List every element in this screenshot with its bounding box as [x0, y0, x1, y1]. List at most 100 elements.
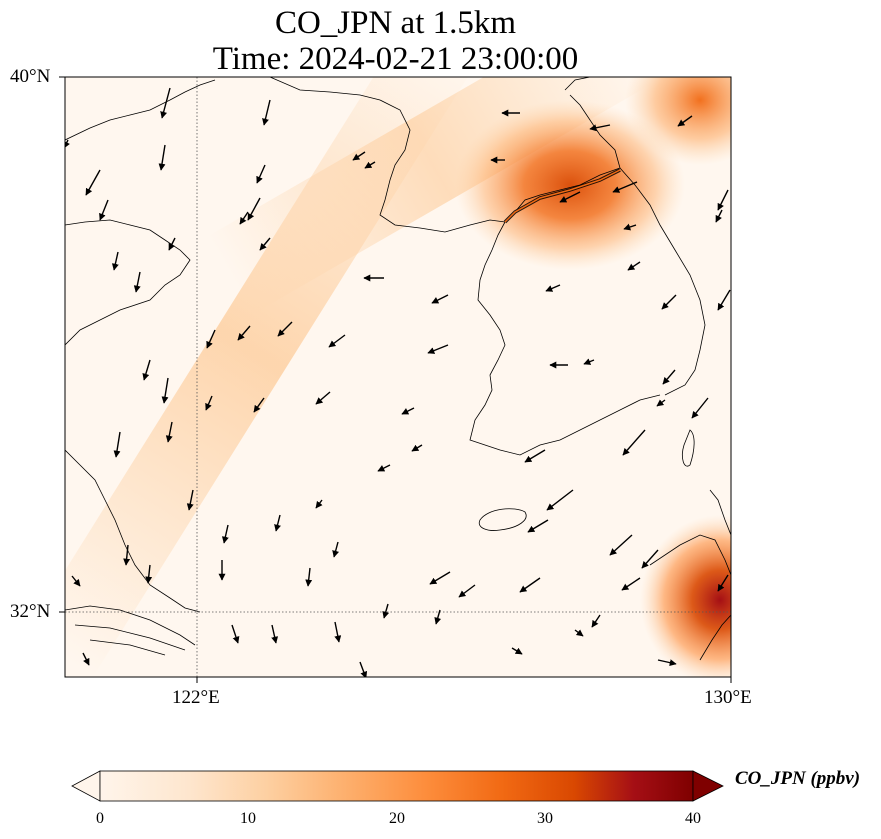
- wind-arrow: [221, 524, 229, 544]
- wind-arrow: [662, 369, 676, 385]
- wind-arrow: [661, 294, 677, 310]
- wind-arrow: [382, 603, 390, 619]
- wind-arrow: [677, 115, 693, 127]
- wind-arrow: [158, 144, 166, 171]
- jeju-island: [478, 508, 527, 531]
- lon-label-122: 122°E: [172, 687, 220, 708]
- colorbar-tick-20: 20: [389, 810, 405, 827]
- southeast-plume: [640, 515, 731, 677]
- liaodong-coast: [269, 77, 621, 233]
- wind-arrow: [583, 358, 595, 365]
- wind-arrow: [160, 87, 171, 119]
- wind-arrow: [186, 489, 194, 511]
- wind-arrow: [589, 124, 611, 132]
- wind-vectors: [65, 87, 731, 677]
- wind-arrow: [364, 161, 376, 169]
- wind-arrow: [65, 139, 70, 149]
- wind-arrow: [656, 399, 666, 407]
- wind-arrow: [545, 284, 561, 292]
- wind-arrow: [161, 377, 169, 404]
- ne-corner-plume: [625, 77, 731, 165]
- map-title-line1: CO_JPN at 1.5km: [274, 5, 517, 41]
- wind-arrow: [511, 647, 523, 655]
- wind-arrow: [401, 407, 415, 415]
- wind-arrow: [315, 499, 323, 509]
- colorbar-tick-40: 40: [685, 810, 701, 827]
- wind-arrow: [715, 209, 723, 223]
- wind-arrow: [305, 567, 313, 587]
- wind-arrow: [717, 574, 729, 592]
- wind-arrow: [641, 549, 659, 569]
- china-coast: [65, 219, 191, 346]
- colorbar-min-extend: [71, 770, 101, 802]
- wind-arrow: [352, 151, 366, 161]
- wind-arrow: [168, 237, 176, 251]
- wind-arrow: [427, 344, 449, 354]
- wind-arrow: [621, 577, 641, 591]
- wind-arrow: [205, 395, 213, 411]
- wind-arrow: [377, 464, 391, 472]
- wind-arrow: [574, 629, 584, 637]
- wind-arrow: [85, 169, 101, 196]
- wind-arrow: [527, 519, 549, 533]
- wind-arrow: [259, 237, 271, 251]
- dmz-boundary-inner: [504, 169, 621, 223]
- wind-arrow: [612, 181, 638, 193]
- wind-arrow: [328, 334, 346, 348]
- wind-arrow: [274, 514, 281, 532]
- yangtze-estuary: [65, 605, 196, 656]
- wind-arrow: [142, 359, 151, 381]
- shandong-north-coast: [65, 79, 216, 141]
- north-band-plume: [208, 77, 652, 314]
- wind-arrow: [458, 584, 476, 598]
- wind-arrow: [239, 211, 249, 225]
- wind-arrow: [717, 289, 731, 311]
- korea-west-coast: [469, 221, 661, 456]
- wind-arrow: [123, 544, 131, 566]
- wind-arrow: [429, 571, 451, 585]
- map-frame: [64, 76, 732, 678]
- wind-arrow: [524, 449, 546, 463]
- wind-arrow: [591, 614, 601, 628]
- wind-arrow: [546, 489, 574, 511]
- wind-arrow: [519, 577, 541, 593]
- colorbar-label: CO_JPN (ppbv): [735, 768, 861, 789]
- wind-arrow: [271, 624, 279, 644]
- colorbar: [99, 770, 694, 802]
- wind-arrow: [559, 191, 581, 203]
- wind-arrow: [262, 99, 271, 126]
- colorbar-tick-0: 0: [96, 810, 104, 827]
- wind-arrow: [277, 321, 293, 337]
- wind-arrow: [111, 251, 119, 271]
- concentration-field: [65, 77, 731, 677]
- kyushu-coast: [649, 489, 731, 576]
- wind-arrow: [247, 197, 261, 221]
- wind-arrow: [431, 294, 449, 304]
- wind-arrow: [113, 431, 121, 458]
- wind-arrow: [609, 534, 633, 556]
- wind-arrow: [231, 624, 240, 644]
- colorbar-tick-10: 10: [240, 810, 256, 827]
- coastlines: [65, 77, 731, 661]
- wind-arrow: [253, 397, 265, 413]
- wind-arrow: [332, 541, 340, 558]
- wind-arrow: [434, 609, 442, 625]
- wind-arrow: [82, 652, 90, 666]
- wind-arrow: [717, 189, 729, 211]
- wind-arrow: [99, 199, 109, 221]
- colorbar-tick-30: 30: [537, 810, 553, 827]
- tsushima-island: [682, 429, 695, 467]
- wind-arrow: [411, 444, 423, 452]
- wind-arrow: [133, 271, 141, 293]
- wind-arrow: [334, 621, 342, 643]
- wind-arrow: [359, 661, 368, 677]
- wind-arrow: [623, 223, 637, 231]
- wind-arrow: [71, 575, 81, 587]
- lat-label-32: 32°N: [10, 601, 51, 622]
- wind-arrow: [165, 421, 173, 443]
- mainland-japan: [699, 614, 731, 661]
- wind-arrow: [691, 397, 709, 419]
- wind-arrow: [206, 329, 216, 349]
- wind-arrow: [145, 564, 153, 584]
